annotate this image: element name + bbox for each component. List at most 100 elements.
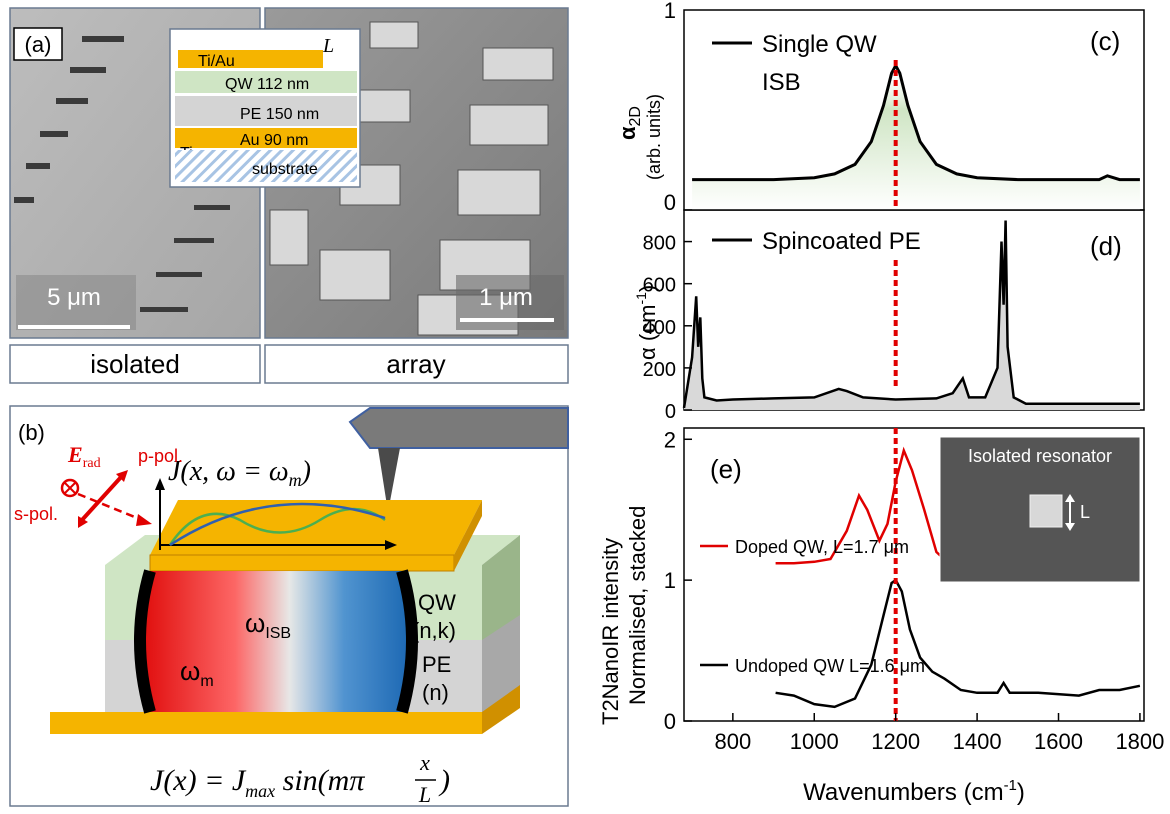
legend-e-doped: Doped QW, L=1.7 μm [735, 537, 909, 557]
bottom-au-side [482, 685, 520, 734]
p-pol-label: p-pol. [138, 446, 183, 466]
ytick-e-label: 0 [664, 709, 676, 734]
panel-a: 5 μm 1 μm (a) [9, 7, 569, 384]
xtick-e-label: 1800 [1115, 729, 1164, 754]
formula-den: L [418, 782, 431, 807]
afm-cantilever [348, 407, 569, 449]
inset-qw: QW 112 nm [225, 76, 309, 93]
series-d-line [682, 220, 1140, 409]
afm-tip [378, 448, 400, 512]
formula: J(x) = Jmax sin(mπ [150, 764, 365, 801]
ylabel-e-1: T2NanoIR intensity [598, 538, 623, 725]
inset-tiau: Ti/Au [198, 53, 235, 70]
incident-arrow [77, 492, 143, 522]
ylabel-d: α (cm-1) [633, 285, 660, 360]
s-pol-x2 [64, 482, 76, 494]
formula-close: ) [438, 764, 450, 797]
legend-c-text2: ISB [762, 69, 801, 96]
scale-bar-left [18, 325, 130, 329]
bottom-au [50, 712, 482, 734]
pe-label: PE [422, 652, 451, 677]
s-pol-symbol [60, 478, 80, 498]
qw-nk: (n,k) [412, 618, 456, 643]
pe-n: (n) [422, 680, 449, 705]
series-c-line [692, 62, 1140, 182]
mode-field [140, 571, 412, 712]
inset-e-L: L [1080, 502, 1090, 522]
panel-d: (d) Spincoated PE 0 200 400 600 800 α (cm-1) [633, 209, 1145, 423]
panel-e: (e) 0 1 2 800 1000 1200 1400 1600 1800 T2NanoIR… [598, 427, 1164, 806]
ytick-e-label: 1 [664, 568, 676, 593]
plot-e-label: (e) [710, 454, 742, 484]
omega-m: ωm [180, 656, 214, 690]
incident-arrowhead [136, 514, 152, 526]
formula-num: x [419, 750, 430, 775]
panel-a-label: (a) [25, 32, 52, 57]
ytick-c-0: 0 [664, 190, 676, 215]
ytick-d-label: 600 [643, 275, 676, 297]
ylabel-c: α2D [615, 106, 644, 140]
inset-e-title: Isolated resonator [968, 446, 1112, 466]
panel-b: (b) ωm ωISB QW (n,k) PE (n) J(x, ω = [9, 405, 569, 807]
qw-label: QW [418, 590, 456, 615]
xtick-e-label: 1400 [953, 729, 1002, 754]
panel-c: (c) Single QW ISB 0 1 α2D (arb. units) [615, 0, 1145, 215]
current-axis-x-head [385, 540, 397, 550]
caption-array: array [386, 349, 445, 379]
p-pol-arrow [80, 474, 124, 522]
series-c-area [692, 65, 1140, 210]
inset-resonator [1029, 494, 1063, 528]
series-e-line-1 [775, 578, 1141, 709]
ytick-c-1: 1 [664, 0, 676, 23]
scale-bar-right [460, 318, 554, 322]
current-axis-y-head [155, 478, 165, 490]
mode-boundary-right [396, 569, 418, 714]
legend-e-undoped: Undoped QW L=1.6 μm [735, 656, 925, 676]
isolated-resonators [14, 36, 230, 312]
scale-right: 1 μm [479, 284, 533, 311]
ytick-d-label: 400 [643, 317, 676, 339]
s-pol-label: s-pol. [14, 504, 58, 524]
plot-d-label: (d) [1090, 231, 1122, 261]
legend-d-text: Spincoated PE [762, 228, 921, 255]
mode-boundary-left [134, 569, 156, 714]
inset-L-arrow-up [1065, 494, 1075, 502]
ylabel-c-units: (arb. units) [644, 94, 664, 180]
panel-a-label-box [13, 27, 63, 61]
p-pol-arrowhead-1 [116, 470, 128, 482]
pe-side [482, 615, 520, 712]
scale-bar-bg-left [16, 275, 136, 330]
omega-isb: ωISB [245, 608, 291, 642]
top-pad-side [454, 500, 482, 571]
inset-substrate: substrate [252, 161, 318, 178]
e-rad-label: Erad [67, 442, 101, 471]
layer-stack-inset: Ti/Au L QW 112 nm PE 150 nm Au 90 nm Ti … [169, 28, 361, 188]
ylabel-e-2: Normalised, stacked [625, 506, 650, 705]
inset-pe: PE 150 nm [240, 106, 319, 123]
top-pad-front [149, 554, 455, 572]
ytick-d-label: 0 [665, 401, 676, 423]
inset-au: Au 90 nm [240, 132, 308, 149]
xlabel-e: Wavenumbers (cm-1) [803, 777, 1025, 806]
panel-b-label: (b) [18, 420, 45, 445]
xtick-e-label: 1200 [871, 729, 920, 754]
caption-isolated: isolated [90, 349, 180, 379]
ytick-d-label: 200 [643, 359, 676, 381]
plot-e-frame [683, 427, 1145, 722]
ytick-e-label: 2 [664, 427, 676, 452]
xtick-e-label: 800 [714, 729, 751, 754]
mode-profile-blue [169, 502, 386, 547]
xtick-e-label: 1000 [790, 729, 839, 754]
scale-left: 5 μm [47, 284, 101, 311]
inset-L-arrow-down [1065, 523, 1075, 531]
array-resonators [269, 21, 554, 336]
inset-L: L [322, 35, 334, 57]
ytick-d-label: 800 [643, 233, 676, 255]
plot-c-label: (c) [1090, 26, 1120, 56]
caption-array-box [264, 344, 569, 384]
current-label: J(x, ω = ωm) [168, 456, 311, 490]
caption-isolated-box [9, 344, 261, 384]
xtick-e-label: 1600 [1034, 729, 1083, 754]
legend-c-text: Single QW [762, 31, 877, 58]
p-pol-arrowhead-2 [78, 516, 88, 528]
